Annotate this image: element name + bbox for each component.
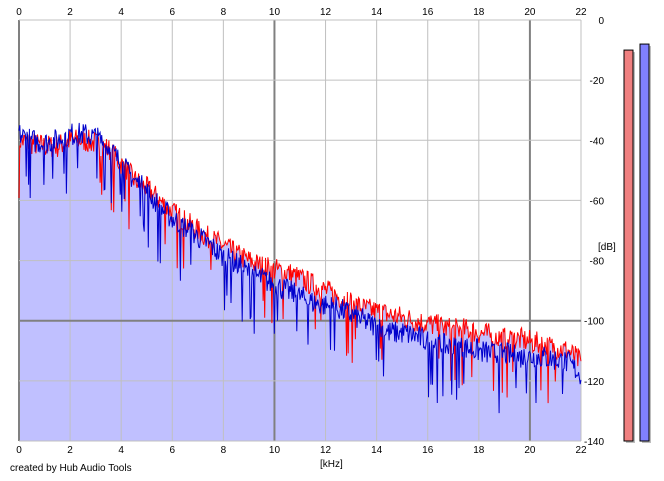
x-tick-label: 6 xyxy=(169,445,175,456)
y-ticks: 0 -20 -40 -60 -80 -100 -120 -140 xyxy=(584,16,604,448)
x-tick-label: 22 xyxy=(575,445,587,456)
x-tick-label: 20 xyxy=(524,445,536,456)
x-tick-label: 12 xyxy=(320,7,332,18)
x-tick-label: 10 xyxy=(269,445,281,456)
x-tick-label: 0 xyxy=(16,445,22,456)
series-lines xyxy=(18,122,582,414)
x-tick-label: 2 xyxy=(67,445,73,456)
x-tick-label: 18 xyxy=(473,445,485,456)
x-tick-label: 18 xyxy=(473,7,485,18)
y-tick-label: -20 xyxy=(590,76,605,87)
meter-blue-bar xyxy=(639,43,650,442)
x-tick-label: 14 xyxy=(371,445,383,456)
x-tick-label: 14 xyxy=(371,7,383,18)
x-tick-label: 16 xyxy=(422,445,434,456)
x-tick-label: 6 xyxy=(169,7,175,18)
y-tick-label: 0 xyxy=(598,16,604,27)
x-tick-label: 12 xyxy=(320,445,332,456)
y-tick-label: -120 xyxy=(584,377,604,388)
y-tick-label: -100 xyxy=(584,317,604,328)
x-tick-label: 4 xyxy=(118,7,124,18)
x-tick-label: 22 xyxy=(575,7,587,18)
y-tick-label: -140 xyxy=(584,437,604,448)
x-tick-label: 2 xyxy=(67,7,73,18)
y-axis-label: [dB] xyxy=(598,242,616,253)
series-blue xyxy=(18,122,582,414)
x-ticks-bottom: 0 2 4 6 8 10 12 14 16 18 20 22 xyxy=(16,445,587,456)
x-tick-label: 8 xyxy=(221,7,227,18)
y-tick-label: -60 xyxy=(590,196,605,207)
grid-lines xyxy=(18,19,582,442)
level-meters xyxy=(623,43,651,444)
x-tick-label: 0 xyxy=(16,7,22,18)
x-tick-label: 20 xyxy=(524,7,536,18)
x-tick-label: 4 xyxy=(118,445,124,456)
x-tick-label: 8 xyxy=(221,445,227,456)
x-axis-label: [kHz] xyxy=(320,459,343,470)
x-tick-label: 16 xyxy=(422,7,434,18)
meter-red-bar xyxy=(623,49,634,442)
y-tick-label: -40 xyxy=(590,136,605,147)
credit-text: created by Hub Audio Tools xyxy=(10,463,132,474)
y-tick-label: -80 xyxy=(590,257,605,268)
x-tick-label: 10 xyxy=(269,7,281,18)
x-ticks-top: 0 2 4 6 8 10 12 14 16 18 20 22 xyxy=(16,7,587,18)
